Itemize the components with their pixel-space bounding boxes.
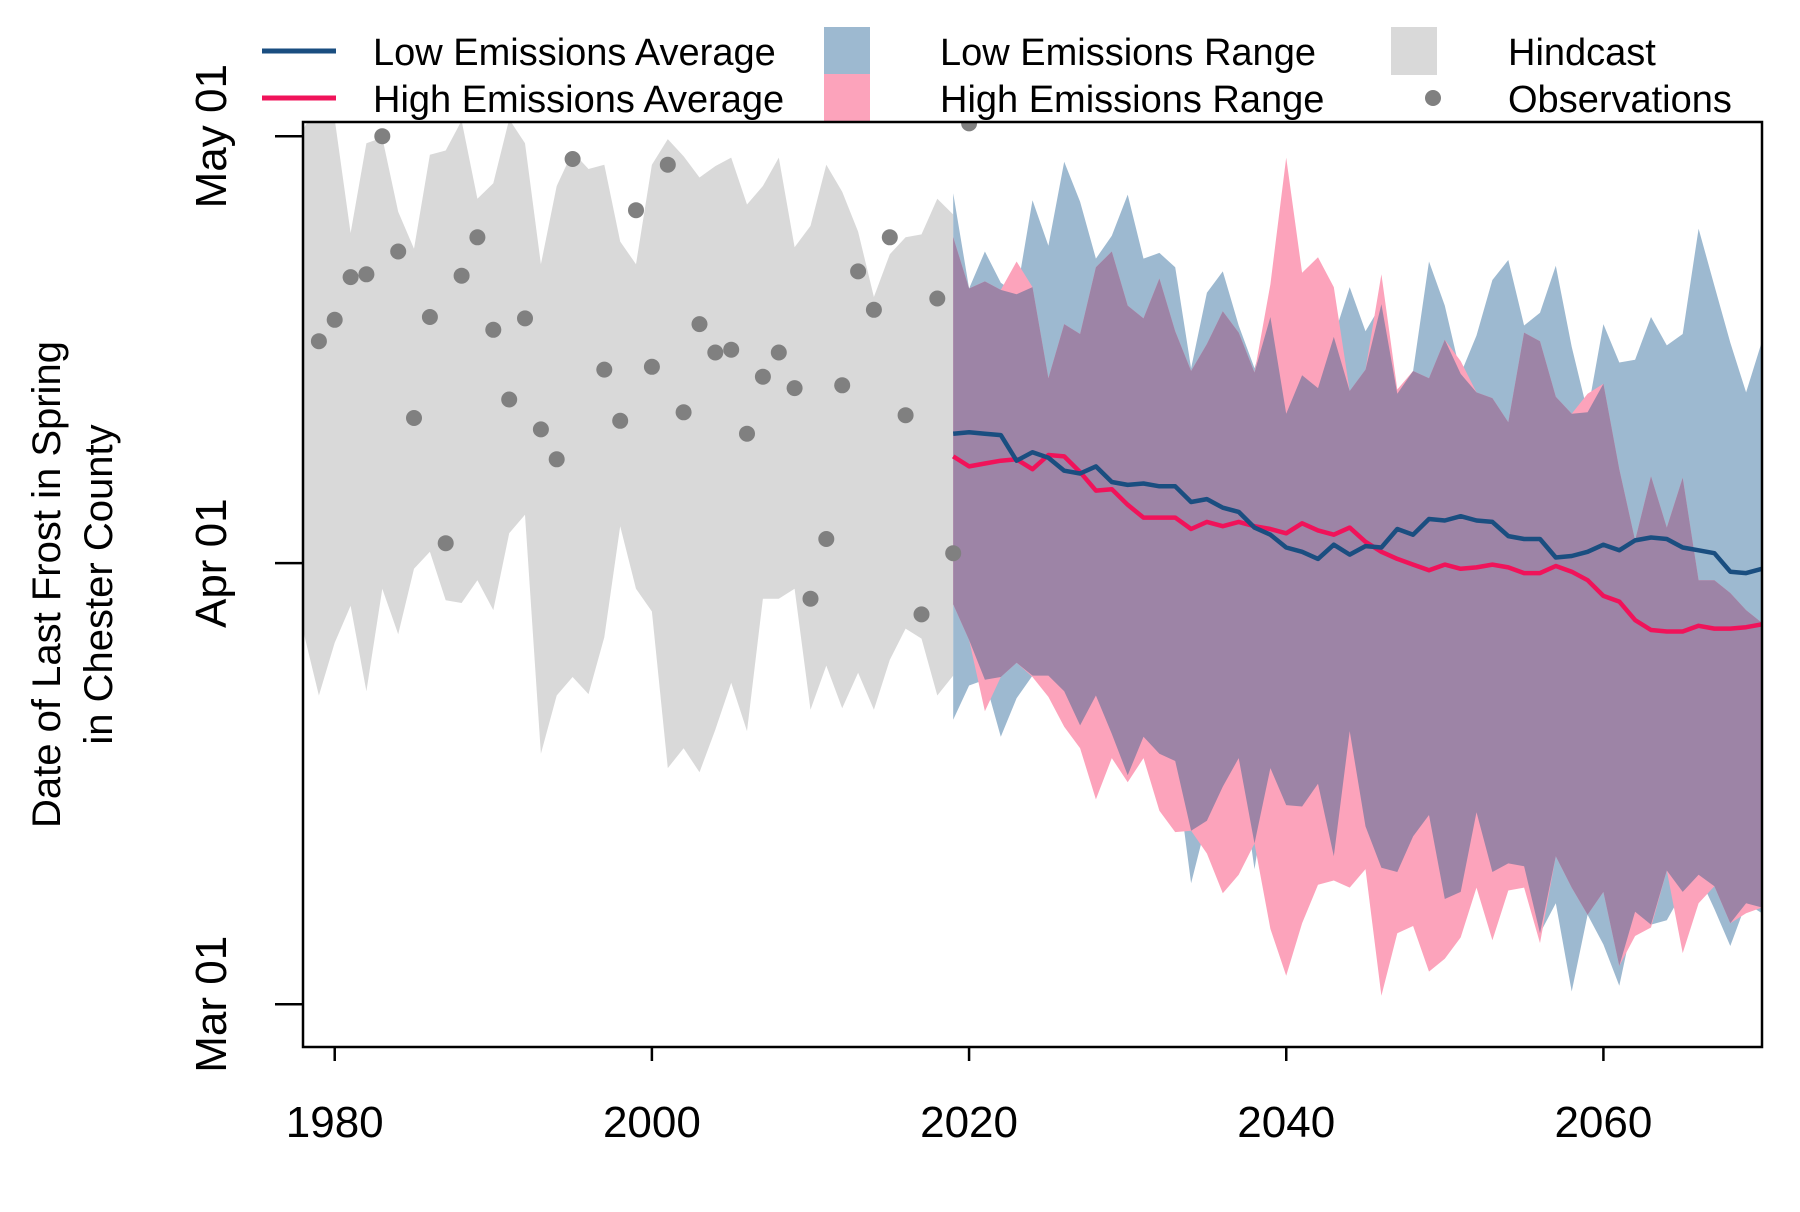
observation-point — [532, 421, 549, 438]
observation-point — [485, 321, 502, 338]
observations-layer — [310, 122, 978, 623]
low-emissions-average-line — [952, 429, 1762, 576]
observation-point — [612, 412, 629, 429]
legend-label: Low Emissions Range — [940, 32, 1316, 74]
observation-point — [628, 202, 644, 219]
observation-point — [834, 377, 851, 394]
x-tick-label: 2000 — [603, 1098, 701, 1147]
observation-point — [881, 229, 898, 246]
y-axis-title-line: Date of Last Frost in Spring — [25, 341, 69, 828]
y-tick-label: Mar 01 — [187, 936, 236, 1073]
observation-point — [548, 451, 565, 468]
observation-point — [659, 156, 676, 173]
legend-point-swatch — [1425, 90, 1441, 106]
plot-area — [303, 122, 1762, 996]
legend-label: High Emissions Average — [373, 79, 784, 121]
legend-entry: Hindcast — [1391, 27, 1656, 75]
legend-label: Observations — [1508, 79, 1732, 121]
observation-point — [469, 229, 486, 246]
overlap-layer — [953, 237, 1762, 966]
observation-point — [342, 269, 359, 286]
observation-point — [326, 311, 343, 328]
observation-point — [707, 344, 724, 361]
hindcast-layer — [303, 122, 954, 773]
observation-point — [596, 361, 613, 378]
observation-point — [961, 122, 978, 132]
hindcast-band — [303, 122, 954, 773]
observation-point — [913, 606, 930, 623]
y-axis-title: Date of Last Frost in Spring in Chester C… — [25, 341, 121, 828]
legend-entry: Observations — [1425, 79, 1732, 121]
observation-point — [517, 310, 533, 327]
legend-label: Low Emissions Average — [373, 32, 776, 74]
observation-point — [358, 266, 375, 283]
legend-fill-swatch — [824, 74, 870, 122]
observation-point — [754, 368, 771, 385]
observation-point — [406, 410, 422, 426]
observation-point — [564, 151, 581, 167]
observation-point — [802, 590, 819, 607]
legend-label: High Emissions Range — [940, 79, 1324, 121]
x-axis: 1980 2000 2020 2040 2060 — [286, 1047, 1652, 1147]
legend-fill-swatch — [1391, 27, 1437, 75]
observation-point — [390, 243, 407, 260]
observation-point — [786, 380, 803, 397]
observation-point — [421, 309, 438, 325]
high-emissions-average-line — [952, 452, 1762, 634]
observation-point — [501, 391, 518, 408]
y-tick-label: Apr 01 — [187, 498, 236, 628]
average-lines-layer — [952, 429, 1762, 634]
x-tick-label: 2040 — [1237, 1098, 1335, 1147]
observation-point — [897, 407, 914, 424]
observation-point — [739, 425, 755, 442]
observation-point — [850, 263, 867, 280]
legend: Low Emissions Average High Emissions Aver… — [262, 27, 1732, 122]
observation-point — [818, 531, 835, 547]
observation-point — [374, 128, 391, 145]
x-tick-label: 2020 — [920, 1098, 1018, 1147]
legend-entry: High Emissions Range — [824, 74, 1324, 122]
observation-point — [453, 267, 470, 284]
observation-point — [643, 358, 660, 375]
y-axis: Mar 01 Apr 01 May 01 — [187, 64, 303, 1073]
legend-entry: High Emissions Average — [262, 79, 784, 121]
x-tick-label: 1980 — [286, 1098, 384, 1147]
observation-point — [929, 290, 946, 307]
range-overlap-band — [953, 237, 1762, 966]
observation-point — [723, 341, 740, 358]
observation-point — [865, 301, 882, 318]
plot-frame — [301, 120, 1764, 1049]
legend-entry: Low Emissions Range — [824, 27, 1316, 75]
legend-fill-swatch — [824, 27, 870, 75]
y-axis-title-line: in Chester County — [77, 424, 121, 744]
observation-point — [770, 344, 787, 361]
observation-point — [691, 316, 708, 333]
y-tick-label: May 01 — [187, 64, 236, 208]
observation-point — [675, 404, 692, 421]
observation-point — [310, 333, 327, 350]
legend-entry: Low Emissions Average — [262, 32, 776, 74]
x-tick-label: 2060 — [1554, 1098, 1652, 1147]
legend-label: Hindcast — [1508, 32, 1656, 74]
observation-point — [945, 545, 962, 562]
observation-point — [437, 535, 454, 552]
